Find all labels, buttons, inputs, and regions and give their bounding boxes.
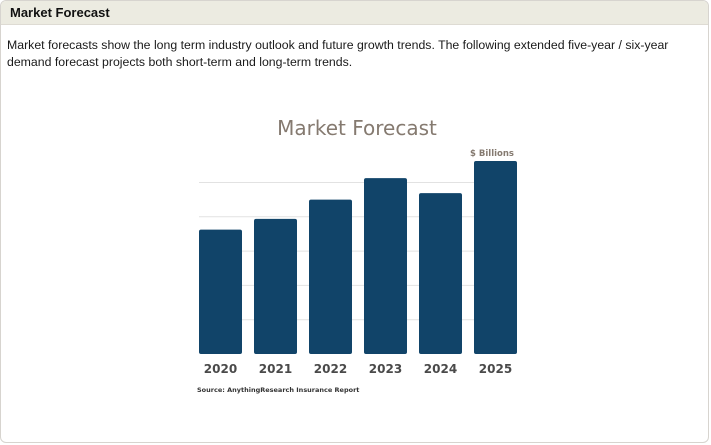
x-tick-label-2024: 2024: [424, 362, 457, 376]
bar-2023: [364, 178, 407, 354]
panel-title: Market Forecast: [10, 5, 110, 20]
gridlines: [199, 181, 517, 321]
panel-header: Market Forecast: [1, 1, 708, 25]
unit-label: $ Billions: [470, 149, 514, 159]
x-tick-label-2020: 2020: [204, 362, 237, 376]
x-tick-label-2023: 2023: [369, 362, 402, 376]
bar-2025: [474, 161, 517, 354]
intro-text: Market forecasts show the long term indu…: [7, 38, 669, 69]
bar-2021: [254, 218, 297, 354]
bar-2024: [419, 193, 462, 354]
source-note: Source: AnythingResearch Insurance Repor…: [197, 386, 359, 394]
bar-2022: [309, 199, 352, 354]
x-tick-label-2021: 2021: [259, 362, 292, 376]
bar-2020: [199, 229, 242, 354]
bar-series: [199, 161, 517, 354]
x-tick-label-2022: 2022: [314, 362, 347, 376]
chart-title: Market Forecast: [277, 116, 437, 140]
x-tick-label-2025: 2025: [479, 362, 512, 376]
x-axis: 2020 2021 2022 2023 2024 2025: [204, 362, 512, 376]
